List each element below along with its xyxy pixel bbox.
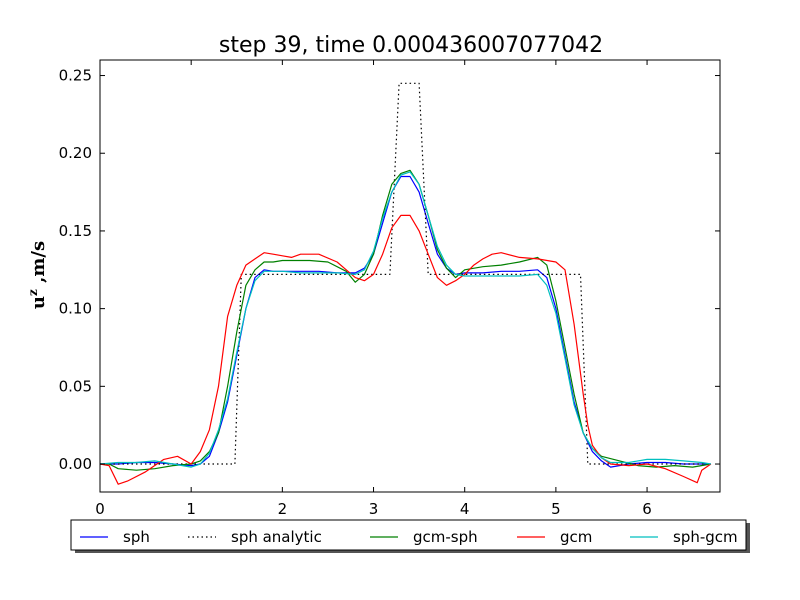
x-tick-label: 6 bbox=[642, 500, 652, 518]
svg-text:uz ,m/s: uz ,m/s bbox=[26, 241, 49, 309]
legend-label: sph-gcm bbox=[673, 528, 738, 546]
legend-label: gcm-sph bbox=[413, 528, 478, 546]
y-tick-label: 0.00 bbox=[59, 455, 92, 473]
series-line-sph bbox=[100, 175, 711, 468]
axis-ticks: 0 1 2 3 4 5 6 0.00 0.05 0.10 0.15 0.20 0.25 bbox=[59, 60, 720, 518]
y-tick-label: 0.20 bbox=[59, 144, 92, 162]
y-tick-label: 0.10 bbox=[59, 300, 92, 318]
series-line-gcm bbox=[99, 214, 712, 485]
x-tick-label: 2 bbox=[278, 500, 288, 518]
chart-title: step 39, time 0.000436007077042 bbox=[219, 33, 603, 58]
x-tick-label: 3 bbox=[369, 500, 379, 518]
x-tick-label: 1 bbox=[186, 500, 196, 518]
legend: sph sph analytic gcm-sph gcm sph-gcm bbox=[70, 519, 750, 553]
series-layer bbox=[99, 82, 712, 485]
legend-label: sph analytic bbox=[231, 528, 322, 546]
plot-frame bbox=[99, 59, 721, 493]
series-line-sph-analytic bbox=[100, 82, 711, 465]
legend-label: sph bbox=[123, 528, 150, 546]
y-axis-label: uz ,m/s bbox=[26, 241, 49, 309]
y-tick-label: 0.15 bbox=[59, 222, 92, 240]
series-line-sph-gcm bbox=[99, 171, 711, 468]
y-tick-label: 0.05 bbox=[59, 377, 92, 395]
y-tick-label: 0.25 bbox=[59, 67, 92, 85]
legend-label: gcm bbox=[560, 528, 592, 546]
legend-box bbox=[70, 519, 747, 551]
x-tick-label: 4 bbox=[460, 500, 470, 518]
x-tick-label: 5 bbox=[551, 500, 561, 518]
x-tick-label: 0 bbox=[95, 500, 105, 518]
